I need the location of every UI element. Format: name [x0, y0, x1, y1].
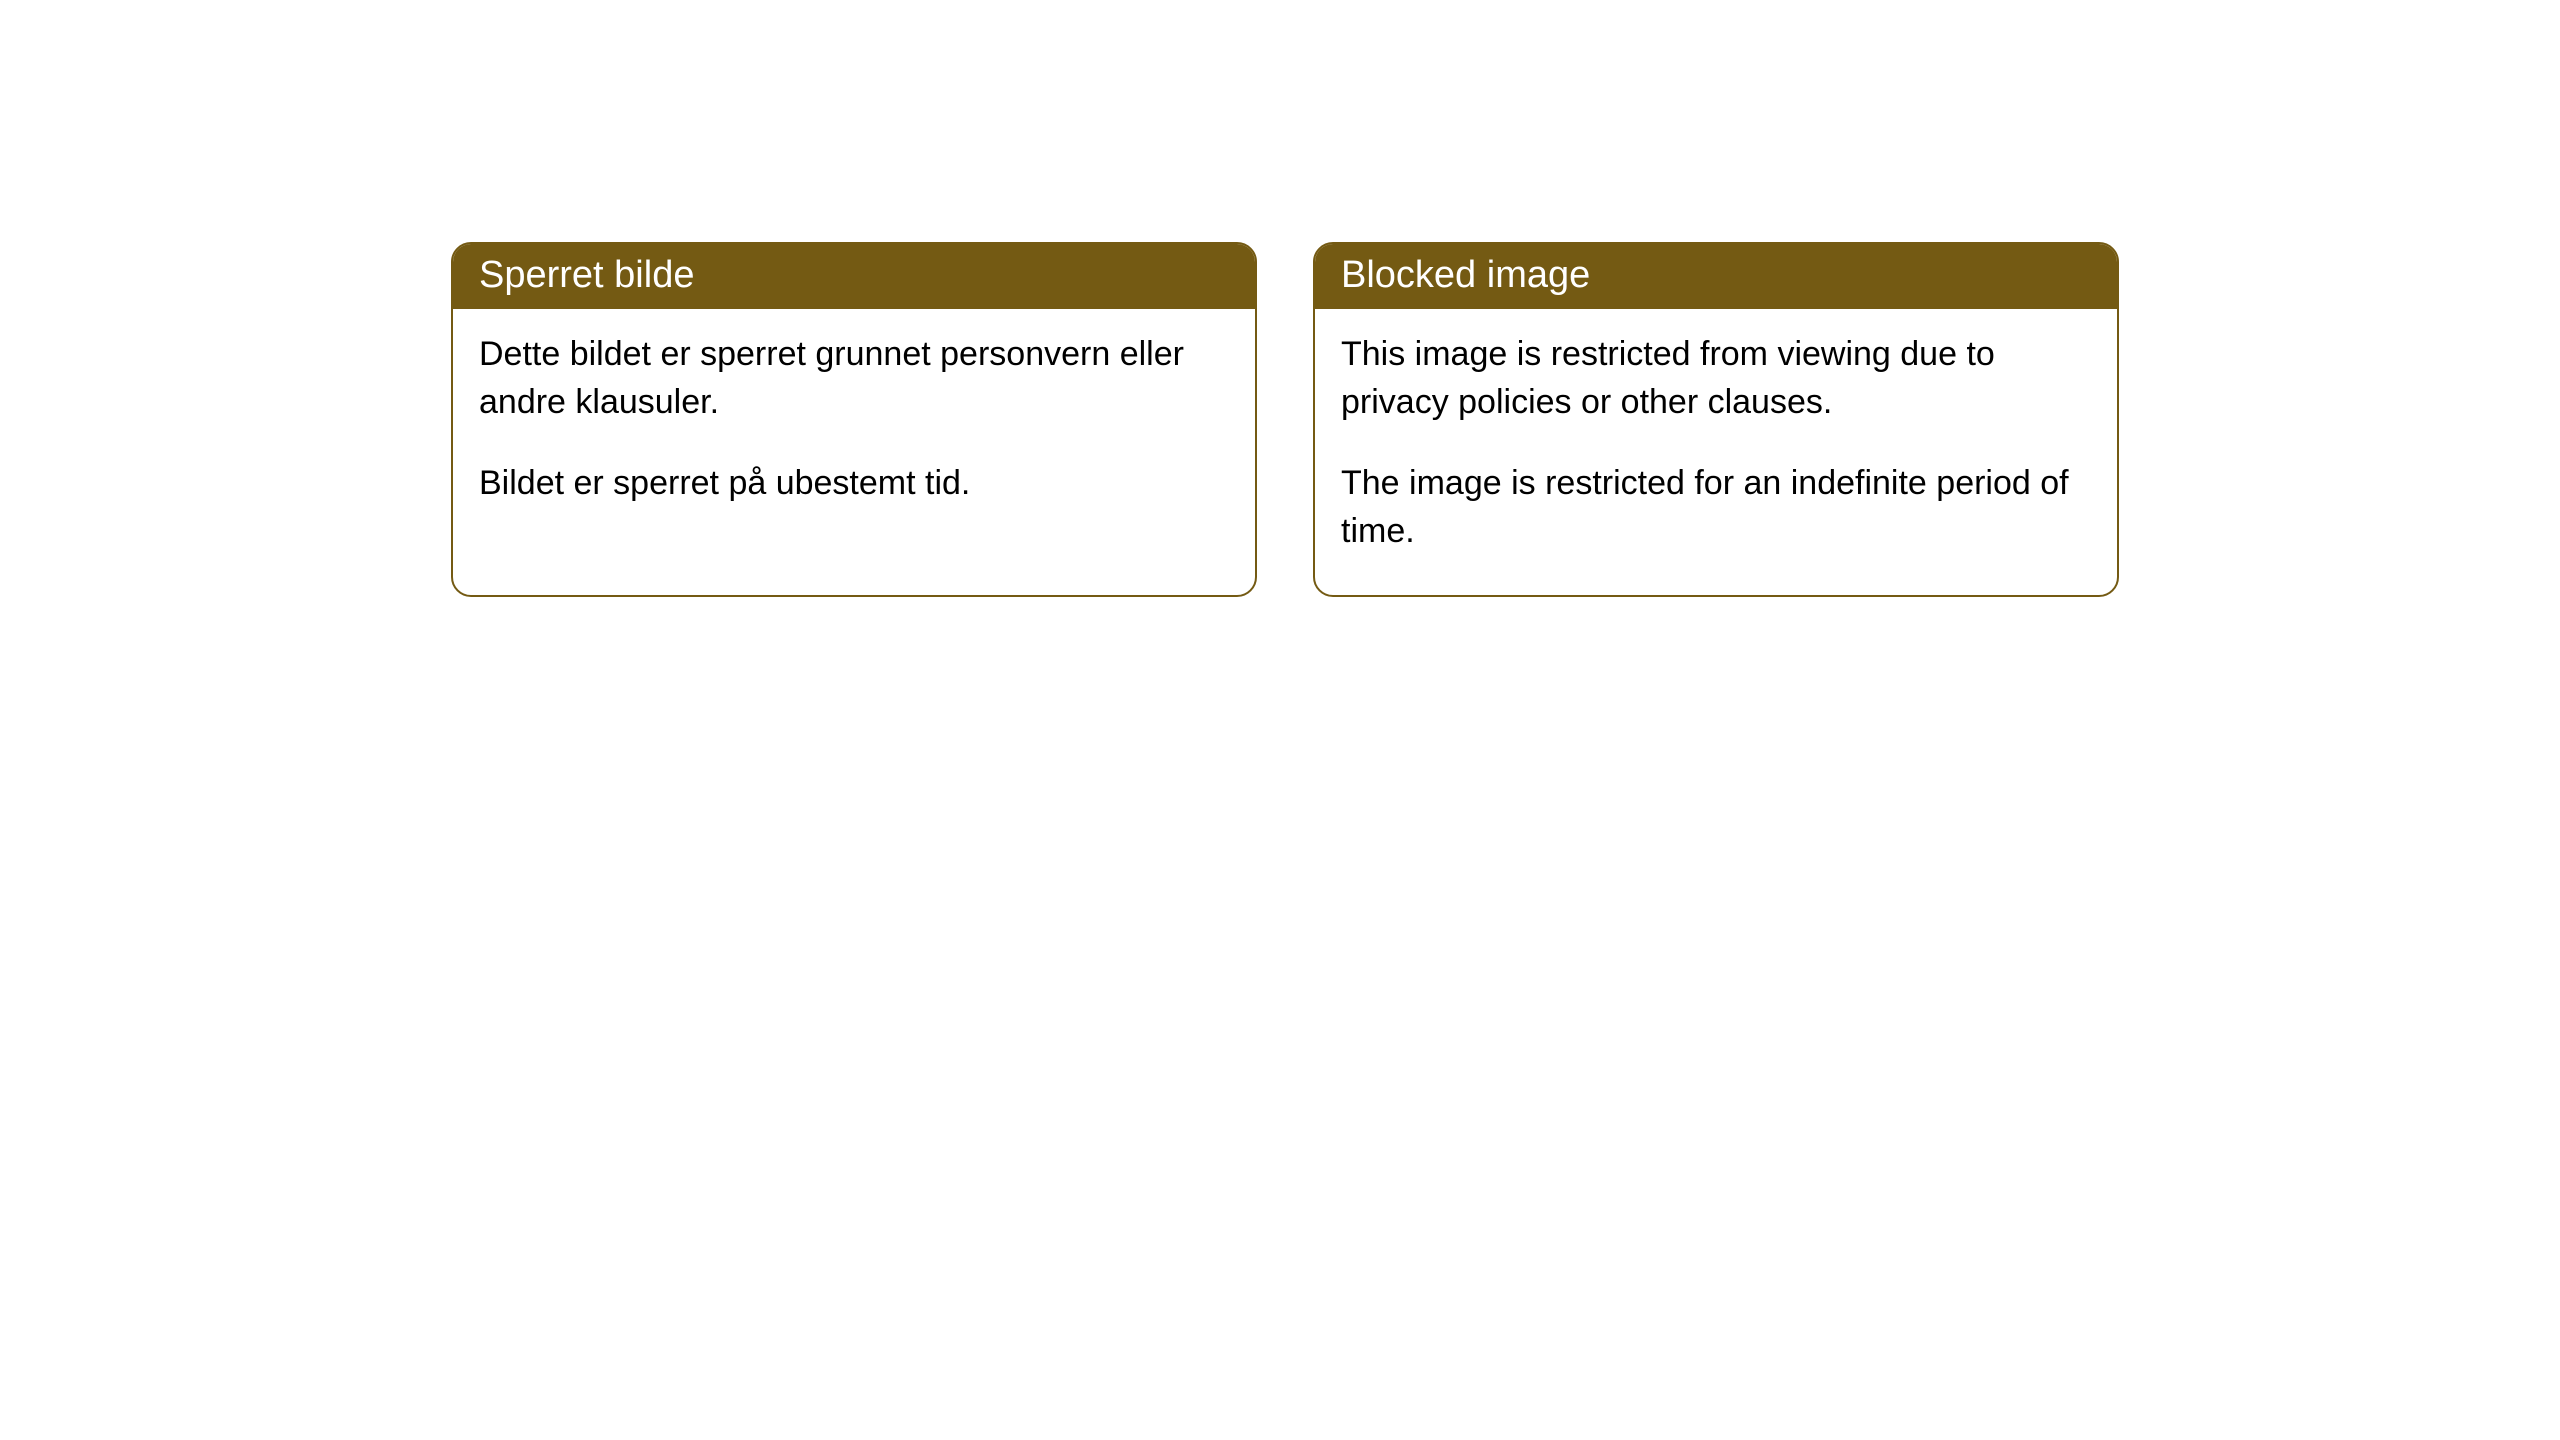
notice-card-english: Blocked image This image is restricted f… [1313, 242, 2119, 597]
card-title: Sperret bilde [479, 254, 694, 296]
notice-cards-container: Sperret bilde Dette bildet er sperret gr… [451, 242, 2560, 597]
card-paragraph-1: This image is restricted from viewing du… [1341, 331, 2091, 426]
card-body: This image is restricted from viewing du… [1315, 309, 2117, 595]
card-paragraph-2: The image is restricted for an indefinit… [1341, 460, 2091, 555]
notice-card-norwegian: Sperret bilde Dette bildet er sperret gr… [451, 242, 1257, 597]
card-paragraph-2: Bildet er sperret på ubestemt tid. [479, 460, 1229, 508]
card-header: Sperret bilde [453, 244, 1255, 309]
card-header: Blocked image [1315, 244, 2117, 309]
card-body: Dette bildet er sperret grunnet personve… [453, 309, 1255, 548]
card-paragraph-1: Dette bildet er sperret grunnet personve… [479, 331, 1229, 426]
card-title: Blocked image [1341, 254, 1590, 296]
